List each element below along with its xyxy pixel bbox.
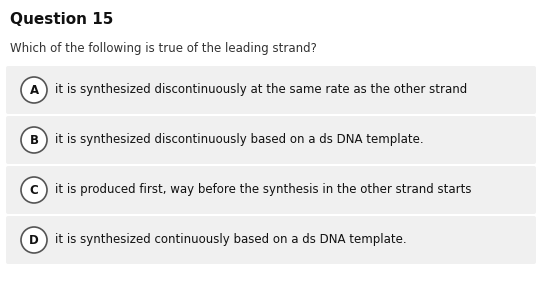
Text: D: D (29, 234, 39, 246)
Text: Which of the following is true of the leading strand?: Which of the following is true of the le… (10, 42, 317, 55)
Text: it is produced first, way before the synthesis in the other strand starts: it is produced first, way before the syn… (55, 183, 472, 196)
FancyBboxPatch shape (6, 66, 536, 114)
Ellipse shape (21, 177, 47, 203)
FancyBboxPatch shape (6, 116, 536, 164)
Ellipse shape (21, 227, 47, 253)
Text: Question 15: Question 15 (10, 12, 113, 27)
Ellipse shape (21, 77, 47, 103)
FancyBboxPatch shape (6, 166, 536, 214)
Text: it is synthesized continuously based on a ds DNA template.: it is synthesized continuously based on … (55, 234, 407, 246)
Text: C: C (30, 183, 38, 196)
Text: A: A (29, 83, 38, 96)
Text: it is synthesized discontinuously based on a ds DNA template.: it is synthesized discontinuously based … (55, 133, 424, 146)
Text: it is synthesized discontinuously at the same rate as the other strand: it is synthesized discontinuously at the… (55, 83, 467, 96)
Text: B: B (29, 133, 38, 146)
FancyBboxPatch shape (6, 216, 536, 264)
Ellipse shape (21, 127, 47, 153)
